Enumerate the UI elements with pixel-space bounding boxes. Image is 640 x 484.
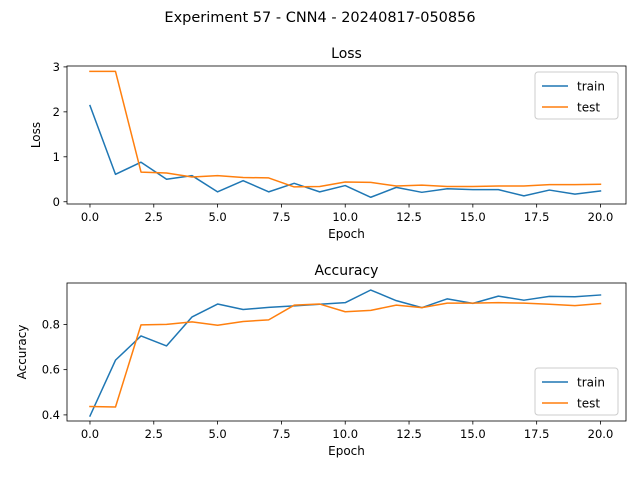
accuracy-chart: 0.0 2.5 5.0 7.5 10.0 12.5 15.0 17.5 20.0 0.4 0.6 0.… (15, 263, 627, 458)
accuracy-xtick-label: 10.0 (332, 427, 358, 441)
loss-xtick-label: 10.0 (332, 210, 358, 224)
accuracy-legend-label-train: train (577, 376, 605, 390)
accuracy-xtick-label: 5.0 (208, 427, 226, 441)
loss-axes-frame (66, 65, 627, 205)
accuracy-series-test-line (89, 301, 602, 408)
accuracy-xtick-label: 0.0 (81, 427, 99, 441)
loss-xtick-label: 15.0 (460, 210, 486, 224)
loss-legend-label-test: test (577, 101, 600, 115)
accuracy-chart-title: Accuracy (315, 263, 379, 279)
loss-xtick-label: 2.5 (145, 210, 163, 224)
loss-chart-title: Loss (331, 46, 362, 62)
loss-ytick-label: 0 (53, 195, 60, 209)
loss-series-train-line (89, 104, 602, 199)
accuracy-xtick-label: 17.5 (524, 427, 550, 441)
figure-suptitle: Experiment 57 - CNN4 - 20240817-050856 (164, 10, 475, 26)
loss-xtick-label: 0.0 (81, 210, 99, 224)
accuracy-xtick-label: 20.0 (588, 427, 614, 441)
loss-xtick-label: 5.0 (208, 210, 226, 224)
accuracy-xtick-label: 12.5 (396, 427, 422, 441)
accuracy-ytick-label: 0.6 (42, 363, 60, 377)
accuracy-ytick-label: 0.4 (42, 408, 60, 422)
loss-legend: train test (534, 71, 619, 120)
loss-series-test-line (89, 70, 602, 188)
loss-chart: 0.0 2.5 5.0 7.5 10.0 12.5 15.0 17.5 20.0 0 1 2 3 Loss… (29, 46, 627, 241)
loss-xtick-label: 7.5 (272, 210, 290, 224)
accuracy-ytick-label: 0.8 (42, 317, 60, 331)
loss-xtick-label: 17.5 (524, 210, 550, 224)
loss-ytick-label: 3 (53, 60, 60, 74)
accuracy-axes-frame (66, 282, 627, 422)
loss-xtick-label: 20.0 (588, 210, 614, 224)
loss-ytick-label: 2 (53, 105, 60, 119)
accuracy-x-axis-label: Epoch (328, 444, 365, 458)
loss-y-axis-label: Loss (29, 122, 43, 148)
accuracy-xtick-label: 7.5 (272, 427, 290, 441)
loss-legend-label-train: train (577, 80, 605, 94)
accuracy-legend-label-test: test (577, 397, 600, 411)
accuracy-legend: train test (534, 367, 619, 416)
loss-ytick-label: 1 (53, 150, 60, 164)
accuracy-y-axis-label: Accuracy (15, 325, 29, 380)
loss-x-axis-label: Epoch (328, 227, 365, 241)
accuracy-series-train-line (88, 289, 602, 418)
accuracy-xtick-label: 2.5 (145, 427, 163, 441)
accuracy-xtick-label: 15.0 (460, 427, 486, 441)
loss-xtick-label: 12.5 (396, 210, 422, 224)
